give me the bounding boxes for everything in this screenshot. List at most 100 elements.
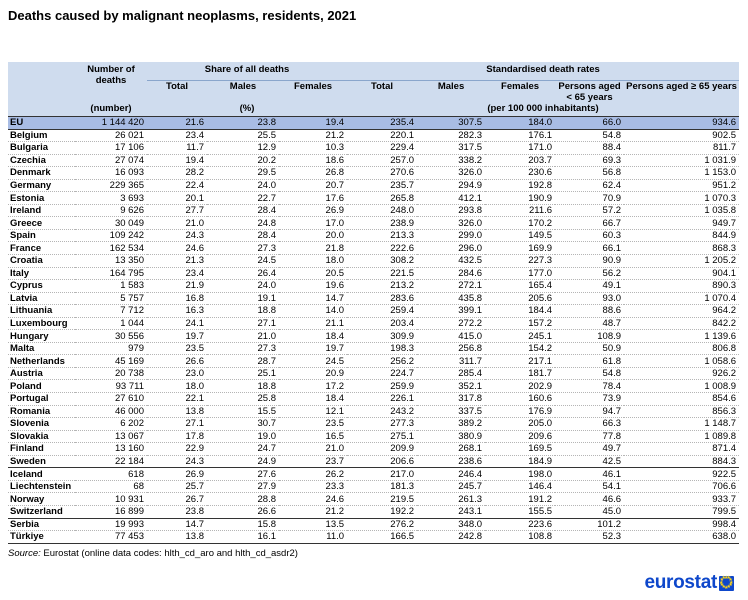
table-cell: 198.0 [485,467,556,481]
row-label: Sweden [8,455,75,469]
table-cell: 176.9 [485,405,556,419]
table-cell: 46 000 [75,405,147,419]
table-cell: 27.1 [147,417,207,431]
table-cell: 42.5 [555,455,625,469]
table-cell: 1 058.6 [624,354,740,368]
row-label: Liechtenstein [8,480,75,494]
header-over65: Persons aged ≥ 65 years [624,80,740,103]
table-cell: 15.8 [207,517,279,532]
table-cell: 270.6 [347,166,418,180]
header-share-females: Females [279,80,348,103]
row-label: Lithuania [8,304,75,318]
row-label: Türkiye [8,530,75,544]
table-cell: 307.5 [417,116,486,130]
table-cell: 275.1 [347,430,418,444]
table-row: Lithuania 7 712 16.3 18.8 14.0 259.4 399.1 184.… [8,304,740,318]
table-row: EU 1 144 420 21.6 23.8 19.4 235.4 307.5 184.0 66… [8,116,740,130]
table-cell: 3 693 [75,191,147,205]
row-label: Cyprus [8,279,75,293]
table-cell: 69.3 [555,154,625,168]
table-cell: 61.8 [555,354,625,368]
flag-star-icon: ★ [721,575,726,582]
table-cell: 248.0 [347,204,418,218]
table-cell: 28.8 [207,492,279,506]
table-cell: 22 184 [75,455,147,469]
table-cell: 192.8 [485,179,556,193]
table-row: Malta 979 23.5 27.3 19.7 198.3 256.8 154.2 50.9 8… [8,342,740,356]
table-cell: 160.6 [485,392,556,406]
table-cell: 799.5 [624,505,740,519]
header-corner [8,62,75,117]
table-row: Latvia 5 757 16.8 19.1 14.7 283.6 435.8 205.6 93… [8,292,740,306]
row-label: Romania [8,405,75,419]
table-cell: 618 [75,467,147,481]
table-cell: 17.2 [279,379,348,394]
table-cell: 157.2 [485,317,556,331]
table-cell: 435.8 [417,292,486,306]
table-cell: 246.4 [417,467,486,481]
table-cell: 926.2 [624,367,740,381]
table-cell: 27.3 [207,241,279,255]
table-cell: 235.7 [347,179,418,193]
row-label: Belgium [8,129,75,143]
table-cell: 93.0 [555,292,625,306]
table-row: Poland 93 711 18.0 18.8 17.2 259.9 352.1 202.9 7… [8,379,740,394]
table-row: Slovakia 13 067 17.8 19.0 16.5 275.1 380.9 209.… [8,430,740,444]
table-cell: 149.5 [485,229,556,243]
table-cell: 272.1 [417,279,486,293]
table-cell: 16.1 [207,530,279,544]
table-cell: 19.4 [147,154,207,168]
row-label: Hungary [8,329,75,343]
table-cell: 26.8 [279,166,348,180]
table-cell: 229.4 [347,141,418,155]
table-cell: 13 160 [75,442,147,456]
table-cell: 23.4 [147,267,207,281]
table-cell: 14.0 [279,304,348,318]
row-label: Ireland [8,204,75,218]
table-cell: 20.1 [147,191,207,205]
table-cell: 14.7 [279,292,348,306]
table-cell: 296.0 [417,241,486,255]
table-cell: 78.4 [555,379,625,394]
table-cell: 28.2 [147,166,207,180]
row-label: Bulgaria [8,141,75,155]
row-label: Switzerland [8,505,75,519]
table-cell: 1 139.6 [624,329,740,343]
table-cell: 213.3 [347,229,418,243]
table-cell: 26.2 [279,467,348,481]
table-row: Greece 30 049 21.0 24.8 17.0 238.9 326.0 170.2 6… [8,216,740,230]
table-cell: 854.6 [624,392,740,406]
table-cell: 399.1 [417,304,486,318]
table-cell: 213.2 [347,279,418,293]
table-cell: 46.1 [555,467,625,481]
table-cell: 50.9 [555,342,625,356]
table-cell: 19 993 [75,517,147,532]
table-cell: 268.1 [417,442,486,456]
table-cell: 94.7 [555,405,625,419]
table-cell: 24.3 [147,229,207,243]
table-row: Finland 13 160 22.9 24.7 21.0 209.9 268.1 169.5… [8,442,740,456]
table-cell: 30 556 [75,329,147,343]
table-cell: 1 144 420 [75,116,147,130]
table-cell: 19.4 [279,116,348,130]
table-cell: 17.0 [279,216,348,230]
table-cell: 15.5 [207,405,279,419]
table-cell: 66.1 [555,241,625,255]
eu-flag-icon: ★ ★ ★ ★ ★ ★ ★ ★ ★ ★ ★ ★ [719,575,734,591]
table-cell: 276.2 [347,517,418,532]
source-note: Source: Eurostat (online data codes: hlt… [8,548,298,559]
row-label: Poland [8,379,75,394]
table-cell: 706.6 [624,480,740,494]
table-cell: 285.4 [417,367,486,381]
row-label: Slovakia [8,430,75,444]
table-row: Hungary 30 556 19.7 21.0 18.4 309.9 415.0 245.1… [8,329,740,343]
table-cell: 26.4 [207,267,279,281]
table-cell: 7 712 [75,304,147,318]
table-row: Germany 229 365 22.4 24.0 20.7 235.7 294.9 192.… [8,179,740,193]
table-cell: 259.4 [347,304,418,318]
table-cell: 1 153.0 [624,166,740,180]
table-cell: 432.5 [417,254,486,268]
table-cell: 242.8 [417,530,486,544]
table-cell: 88.6 [555,304,625,318]
table-cell: 265.8 [347,191,418,205]
